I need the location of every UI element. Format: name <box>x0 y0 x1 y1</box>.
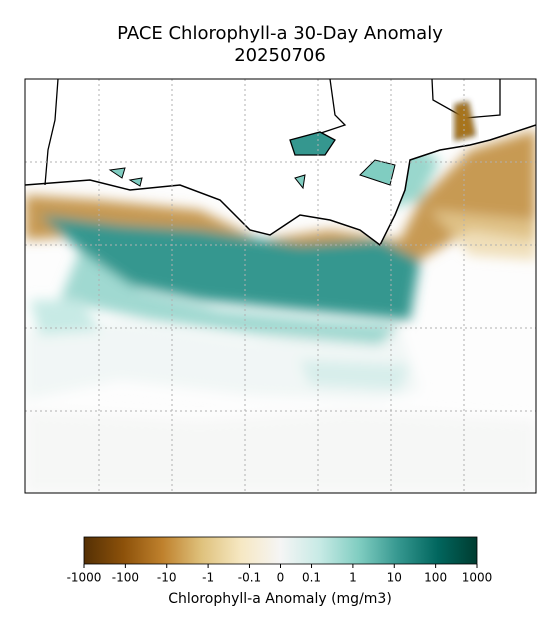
colorbar-tick-label: 1 <box>349 571 357 585</box>
colorbar-tick-label: 10 <box>387 571 402 585</box>
colorbar-tick-label: 1000 <box>462 571 493 585</box>
colorbar-tick-label: -10 <box>157 571 177 585</box>
colorbar-tick-label: -100 <box>112 571 139 585</box>
colorbar-tick-label: 0 <box>277 571 285 585</box>
map <box>25 79 536 493</box>
bay <box>454 101 476 141</box>
colorbar-label: Chlorophyll-a Anomaly (mg/m3) <box>168 591 392 607</box>
map-frame <box>24 78 537 494</box>
colorbar-tick-label: 0.1 <box>302 571 321 585</box>
lake <box>289 131 336 156</box>
inland-water <box>108 159 396 190</box>
graticule <box>25 79 536 493</box>
colorbar-tick-label: 100 <box>424 571 447 585</box>
colorbar <box>83 536 478 565</box>
colorbar-tick-label: -0.1 <box>238 571 261 585</box>
colorbar-tick-label: -1 <box>202 571 214 585</box>
coastline <box>25 124 536 247</box>
subtitle: 20250706 <box>234 45 326 66</box>
colorbar-tick-label: -1000 <box>67 571 102 585</box>
title: PACE Chlorophyll-a 30-Day Anomaly <box>117 23 443 44</box>
